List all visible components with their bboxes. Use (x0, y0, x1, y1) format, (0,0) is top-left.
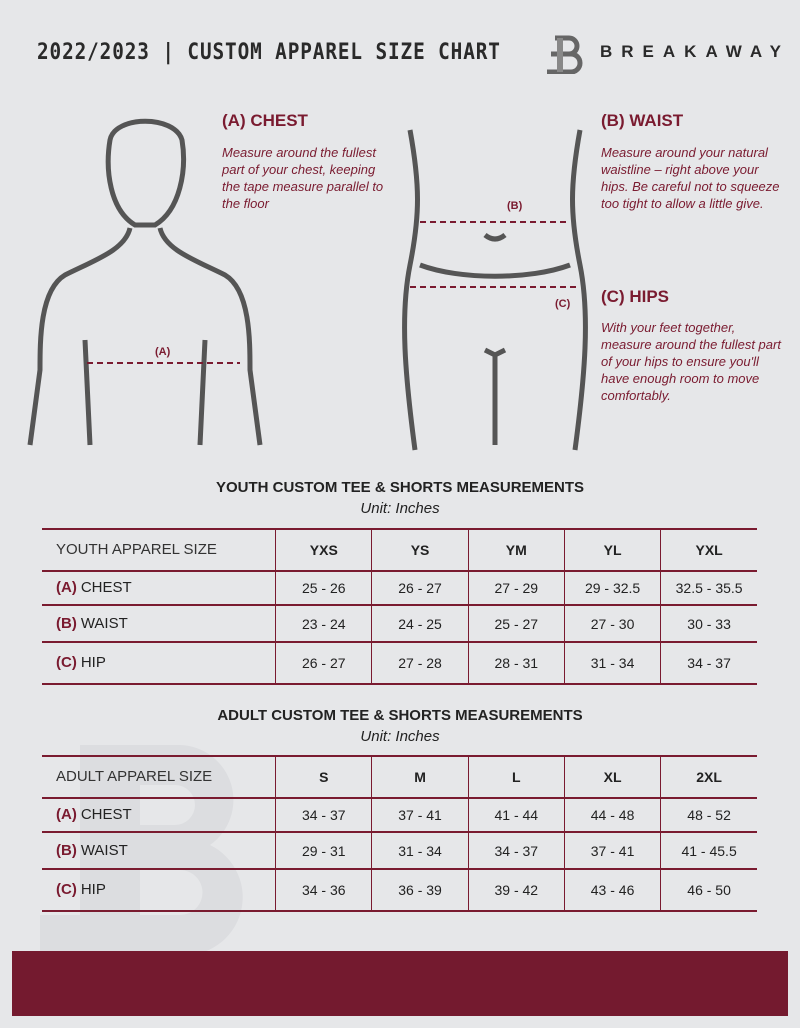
size-column-header: YM (467, 528, 565, 572)
measurement-cell: 30 - 33 (660, 604, 757, 643)
size-column-header: YL (563, 528, 661, 572)
waist-marker: (B) (507, 200, 523, 212)
brand-name: BREAKAWAY (600, 42, 790, 61)
size-column-header: YS (371, 528, 469, 572)
breakaway-logo (547, 35, 583, 74)
measurement-cell: 43 - 46 (563, 868, 661, 912)
page-title: 2022/2023 | CUSTOM APPAREL SIZE CHART (37, 40, 501, 65)
youth-section-title: YOUTH CUSTOM TEE & SHORTS MEASUREMENTS (215, 479, 585, 496)
lower-body-figure: (B) (C) (402, 129, 588, 451)
measurement-cell: 46 - 50 (660, 868, 757, 912)
measure-name: HIP (80, 654, 106, 671)
adult-unit: Unit: Inches (360, 728, 440, 745)
hips-description: With your feet together, measure around … (601, 320, 781, 403)
measure-letter: (A) (56, 579, 77, 596)
size-column-header: L (467, 755, 565, 799)
chest-heading: (A) CHEST (222, 111, 308, 130)
measurement-cell: 41 - 44 (467, 797, 565, 833)
measurement-cell: 34 - 37 (660, 641, 757, 685)
measurement-cell: 23 - 24 (275, 604, 372, 643)
measurement-cell: 34 - 36 (275, 868, 372, 912)
measurement-cell: 24 - 25 (371, 604, 469, 643)
measurement-cell: 37 - 41 (563, 831, 661, 870)
size-header-label: YOUTH APPAREL SIZE (42, 528, 276, 572)
size-column-header: YXS (275, 528, 372, 572)
measure-letter: (C) (56, 881, 77, 898)
measurement-cell: 28 - 31 (467, 641, 565, 685)
measurement-cell: 27 - 30 (563, 604, 661, 643)
measurement-cell: 44 - 48 (563, 797, 661, 833)
measurement-cell: 29 - 31 (275, 831, 372, 870)
size-header-label: ADULT APPAREL SIZE (42, 755, 276, 799)
measurement-cell: 25 - 27 (467, 604, 565, 643)
table-row: (A) CHEST 25 - 26 26 - 27 27 - 29 29 - 32.5 32… (42, 570, 757, 606)
adult-section-title: ADULT CUSTOM TEE & SHORTS MEASUREMENTS (217, 707, 583, 724)
measurement-cell: 34 - 37 (467, 831, 565, 870)
measurement-cell: 48 - 52 (660, 797, 757, 833)
table-row: (C) HIP 26 - 27 27 - 28 28 - 31 31 - 34 34 - 3… (42, 641, 757, 685)
measure-name: WAIST (80, 614, 128, 632)
measure-name: WAIST (80, 841, 128, 859)
measure-letter: (A) (56, 806, 77, 823)
measurement-cell: 27 - 28 (371, 641, 469, 685)
hips-heading: (C) HIPS (601, 287, 669, 306)
measurement-cell: 26 - 27 (371, 570, 469, 606)
measurement-cell: 29 - 32.5 (563, 570, 661, 606)
table-row: (B) WAIST 23 - 24 24 - 25 25 - 27 27 - 30 30 -… (42, 604, 757, 643)
measure-name: CHEST (80, 579, 132, 596)
measurement-cell: 26 - 27 (275, 641, 372, 685)
waist-description: Measure around your natural waistline – … (601, 145, 780, 211)
measure-name: CHEST (80, 806, 132, 823)
size-column-header: S (275, 755, 372, 799)
size-column-header: XL (563, 755, 661, 799)
table-row: (B) WAIST 29 - 31 31 - 34 34 - 37 37 - 41 41 -… (42, 831, 757, 870)
measurement-cell: 41 - 45.5 (660, 831, 757, 870)
table-row: (A) CHEST 34 - 37 37 - 41 41 - 44 44 - 48 48 -… (42, 797, 757, 833)
waist-heading: (B) WAIST (601, 111, 684, 130)
measurement-cell: 32.5 - 35.5 (660, 570, 757, 606)
measurement-cell: 39 - 42 (467, 868, 565, 912)
hips-marker: (C) (555, 298, 571, 310)
footer-bar (12, 951, 788, 1016)
size-column-header: 2XL (660, 755, 757, 799)
measure-name: HIP (80, 881, 106, 898)
upper-body-figure: (A) (27, 118, 263, 446)
chest-marker: (A) (155, 346, 171, 358)
measurement-cell: 31 - 34 (563, 641, 661, 685)
measurement-cell: 27 - 29 (467, 570, 565, 606)
measurement-cell: 37 - 41 (371, 797, 469, 833)
measure-letter: (C) (56, 654, 77, 671)
measurement-cell: 34 - 37 (275, 797, 372, 833)
adult-size-table: ADULT APPAREL SIZE S M L XL 2XL (A) CHEST 34 - 3… (42, 755, 757, 912)
size-column-header: YXL (660, 528, 757, 572)
size-column-header: M (371, 755, 469, 799)
youth-unit: Unit: Inches (360, 500, 440, 517)
table-row: (C) HIP 34 - 36 36 - 39 39 - 42 43 - 46 46 - 5… (42, 868, 757, 912)
measurement-cell: 36 - 39 (371, 868, 469, 912)
measurement-cell: 31 - 34 (371, 831, 469, 870)
measure-letter: (B) (56, 841, 77, 859)
measurement-cell: 25 - 26 (275, 570, 372, 606)
measure-letter: (B) (56, 614, 77, 632)
youth-size-table: YOUTH APPAREL SIZE YXS YS YM YL YXL (A) CHEST 25… (42, 528, 757, 685)
chest-description: Measure around the fullest part of your … (222, 145, 384, 211)
